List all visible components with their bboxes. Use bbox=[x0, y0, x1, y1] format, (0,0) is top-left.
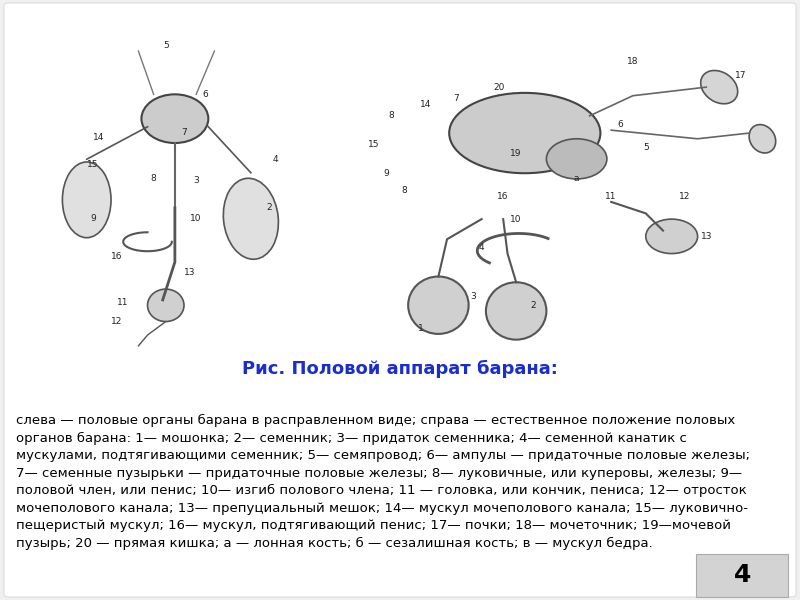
Text: 15: 15 bbox=[87, 160, 98, 169]
Text: 10: 10 bbox=[510, 215, 522, 224]
Text: 6: 6 bbox=[617, 120, 622, 129]
Text: 11: 11 bbox=[118, 298, 129, 307]
Text: 16: 16 bbox=[111, 252, 123, 261]
Text: 19: 19 bbox=[510, 149, 522, 158]
Circle shape bbox=[147, 289, 184, 322]
Text: 17: 17 bbox=[735, 71, 746, 80]
Text: 4: 4 bbox=[272, 155, 278, 164]
Text: 5: 5 bbox=[643, 143, 649, 152]
Text: 14: 14 bbox=[420, 100, 431, 109]
Text: 13: 13 bbox=[701, 232, 712, 241]
Circle shape bbox=[646, 219, 698, 254]
Ellipse shape bbox=[449, 93, 601, 173]
Text: 12: 12 bbox=[679, 191, 690, 200]
Text: 4: 4 bbox=[478, 244, 485, 253]
Text: 8: 8 bbox=[388, 112, 394, 121]
FancyBboxPatch shape bbox=[4, 3, 796, 597]
FancyBboxPatch shape bbox=[696, 554, 788, 597]
Text: 8: 8 bbox=[150, 173, 157, 182]
Ellipse shape bbox=[223, 178, 278, 259]
Text: 14: 14 bbox=[93, 133, 105, 142]
Text: 20: 20 bbox=[493, 83, 505, 92]
Text: слева — половые органы барана в расправленном виде; справа — естественное положе: слева — половые органы барана в расправл… bbox=[16, 414, 750, 550]
Text: 4: 4 bbox=[734, 563, 751, 587]
Ellipse shape bbox=[486, 282, 546, 340]
Text: 9: 9 bbox=[90, 214, 96, 223]
Text: 12: 12 bbox=[111, 317, 123, 326]
Text: 8: 8 bbox=[401, 186, 406, 195]
Text: 18: 18 bbox=[627, 57, 638, 66]
Text: 6: 6 bbox=[202, 90, 208, 99]
Ellipse shape bbox=[408, 277, 469, 334]
Text: 11: 11 bbox=[606, 191, 617, 200]
Text: 13: 13 bbox=[184, 268, 196, 277]
Circle shape bbox=[546, 139, 607, 179]
Ellipse shape bbox=[749, 125, 776, 153]
Text: 3: 3 bbox=[194, 176, 199, 185]
Ellipse shape bbox=[62, 162, 111, 238]
Text: Рис. Половой аппарат барана:: Рис. Половой аппарат барана: bbox=[242, 360, 558, 378]
Text: 7: 7 bbox=[181, 128, 187, 137]
Text: 15: 15 bbox=[368, 140, 379, 149]
Text: 16: 16 bbox=[498, 191, 509, 200]
Text: 9: 9 bbox=[384, 169, 390, 178]
Text: 7: 7 bbox=[453, 94, 458, 103]
Text: 3: 3 bbox=[470, 292, 476, 301]
Text: 10: 10 bbox=[190, 214, 202, 223]
Text: a: a bbox=[574, 175, 579, 184]
Text: 5: 5 bbox=[163, 41, 169, 50]
Text: 1: 1 bbox=[418, 323, 424, 332]
Text: 2: 2 bbox=[530, 301, 536, 310]
Ellipse shape bbox=[701, 70, 738, 104]
Ellipse shape bbox=[142, 94, 208, 143]
Text: 2: 2 bbox=[266, 203, 272, 212]
